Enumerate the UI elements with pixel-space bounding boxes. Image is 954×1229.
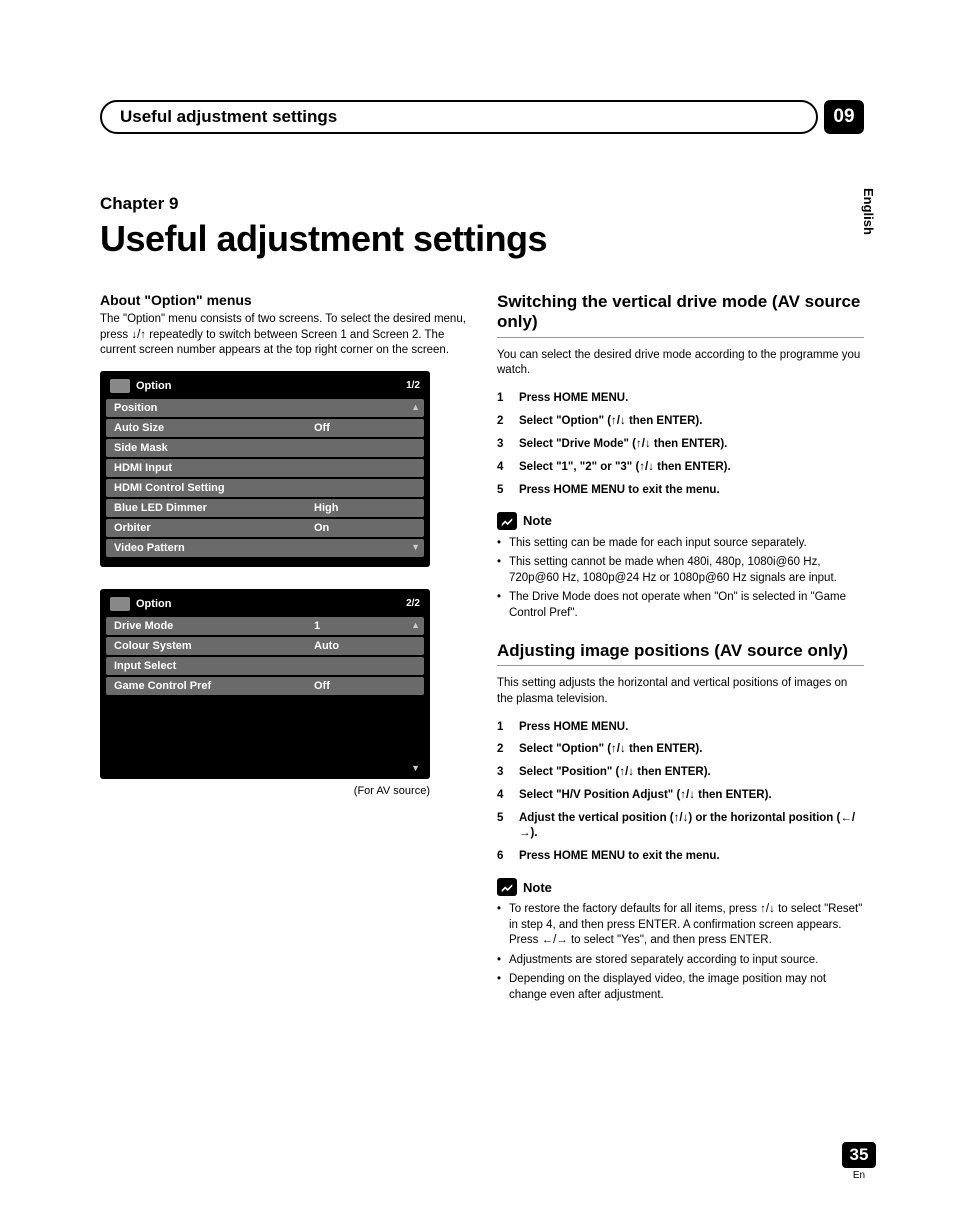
menu-row: Game Control PrefOff — [106, 677, 424, 695]
page-header: Useful adjustment settings 09 — [100, 100, 864, 134]
sec1-notes: •This setting can be made for each input… — [497, 536, 864, 622]
menu-row: Video Pattern▼ — [106, 539, 424, 557]
note-label: Note — [523, 880, 552, 895]
menu-row: Blue LED DimmerHigh — [106, 499, 424, 517]
note-icon — [497, 878, 517, 896]
right-column: Switching the vertical drive mode (AV so… — [497, 292, 864, 1023]
menu2-title: Option — [136, 598, 171, 610]
menu-row: Auto SizeOff — [106, 419, 424, 437]
option-icon — [110, 379, 130, 393]
menu-row: Drive Mode1▲ — [106, 617, 424, 635]
menu-row: Side Mask — [106, 439, 424, 457]
menu-caption: (For AV source) — [100, 785, 430, 797]
chapter-label: Chapter 9 — [100, 194, 864, 214]
divider — [497, 337, 864, 338]
menu-row: HDMI Input — [106, 459, 424, 477]
page-number: 35 — [842, 1142, 876, 1168]
sec1-title: Switching the vertical drive mode (AV so… — [497, 292, 864, 333]
menu-row: OrbiterOn — [106, 519, 424, 537]
about-text: The "Option" menu consists of two screen… — [100, 312, 467, 359]
menu-row: Input Select — [106, 657, 424, 675]
menu-row: Colour SystemAuto — [106, 637, 424, 655]
sec2-title: Adjusting image positions (AV source onl… — [497, 641, 864, 661]
menu-row: Position▲ — [106, 399, 424, 417]
option-icon — [110, 597, 130, 611]
note-icon — [497, 512, 517, 530]
menu1-title: Option — [136, 380, 171, 392]
sec2-steps: 1Press HOME MENU. 2Select "Option" (↑/↓ … — [497, 720, 864, 865]
page-lang: En — [842, 1170, 876, 1181]
divider — [497, 665, 864, 666]
language-tab: English — [861, 188, 876, 235]
option-menu-1: Option 1/2 Position▲ Auto SizeOff Side M… — [100, 371, 430, 567]
left-column: About "Option" menus The "Option" menu c… — [100, 292, 467, 1023]
sec1-intro: You can select the desired drive mode ac… — [497, 348, 864, 379]
menu-row: HDMI Control Setting — [106, 479, 424, 497]
option-menu-2: Option 2/2 Drive Mode1▲ Colour SystemAut… — [100, 589, 430, 779]
page-footer: 35 En — [842, 1142, 876, 1181]
header-number: 09 — [824, 100, 864, 134]
sec1-steps: 1Press HOME MENU. 2Select "Option" (↑/↓ … — [497, 391, 864, 498]
menu1-page: 1/2 — [406, 380, 420, 391]
sec2-notes: •To restore the factory defaults for all… — [497, 902, 864, 1003]
note-label: Note — [523, 513, 552, 528]
menu2-page: 2/2 — [406, 598, 420, 609]
about-heading: About "Option" menus — [100, 292, 467, 308]
chapter-title: Useful adjustment settings — [100, 218, 864, 260]
header-title: Useful adjustment settings — [100, 100, 818, 134]
sec2-intro: This setting adjusts the horizontal and … — [497, 676, 864, 707]
